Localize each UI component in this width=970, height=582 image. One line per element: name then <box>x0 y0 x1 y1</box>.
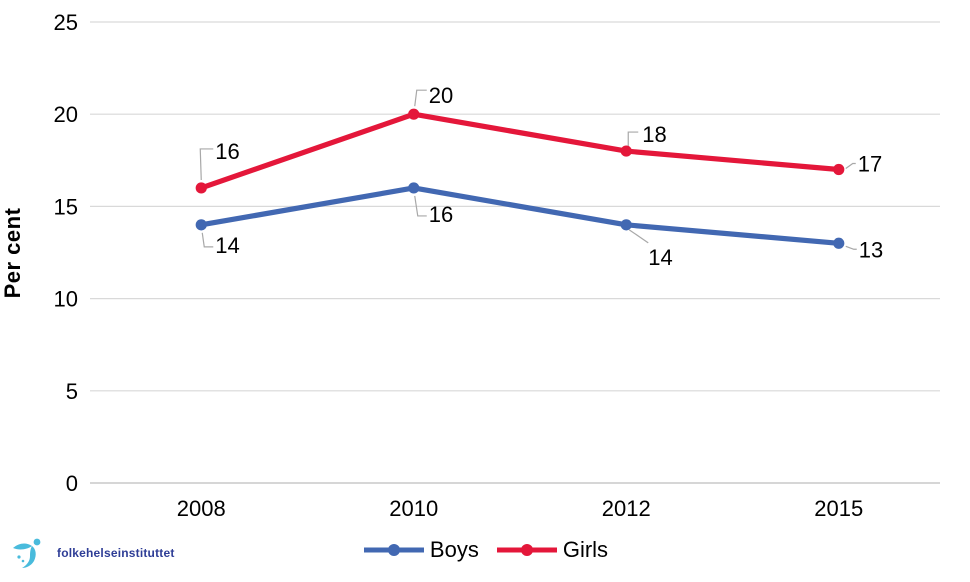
data-label-leader <box>845 245 857 250</box>
logo: folkehelseinstituttet <box>10 532 175 574</box>
x-tick-label: 2012 <box>602 496 651 521</box>
data-label: 16 <box>215 139 239 164</box>
legend-item-boys: Boys <box>362 537 479 563</box>
line-chart: 0 5 10 15 20 25 2008 2010 2012 2015 14 16 14 13 16 20 18… <box>54 10 940 521</box>
legend: Boys Girls <box>0 537 970 563</box>
y-tick-label: 10 <box>54 287 78 312</box>
data-point-boys-2008 <box>195 219 207 231</box>
data-label-leader <box>199 148 214 180</box>
legend-line-marker-girls <box>496 544 557 556</box>
data-label: 20 <box>429 83 453 108</box>
series-line-girls <box>198 111 842 191</box>
data-label-leader <box>201 232 214 248</box>
data-point-girls-2015 <box>833 163 845 176</box>
data-label: 18 <box>642 122 666 147</box>
legend-item-girls: Girls <box>495 537 608 563</box>
data-point-boys-2010 <box>408 182 420 194</box>
y-tick-label: 0 <box>66 471 78 496</box>
y-tick-label: 15 <box>54 194 78 219</box>
data-label-leader <box>628 229 649 244</box>
data-label: 17 <box>858 152 882 177</box>
data-label-leader <box>414 89 427 107</box>
x-tick-label: 2010 <box>389 496 438 521</box>
logo-text: folkehelseinstituttet <box>57 546 175 560</box>
y-tick-label: 20 <box>54 102 78 127</box>
data-point-girls-2010 <box>408 108 420 120</box>
data-label: 14 <box>215 233 239 258</box>
x-tick-label: 2008 <box>177 496 226 521</box>
data-label: 13 <box>859 237 883 262</box>
data-label-leader <box>845 162 856 170</box>
data-point-girls-2008 <box>195 182 207 194</box>
legend-label-boys: Boys <box>429 537 479 562</box>
data-label-leader <box>627 131 639 147</box>
data-point-girls-2012 <box>620 145 632 157</box>
data-point-boys-2015 <box>833 237 845 249</box>
legend-label-girls: Girls <box>562 537 609 562</box>
y-axis-title: Per cent <box>0 207 25 299</box>
x-tick-label: 2015 <box>814 496 863 521</box>
data-label: 14 <box>648 245 672 270</box>
y-tick-label: 25 <box>54 10 78 35</box>
data-point-boys-2012 <box>620 219 632 231</box>
data-label-leader <box>414 195 427 217</box>
data-label: 16 <box>429 202 453 227</box>
legend-line-marker-boys <box>363 544 424 556</box>
y-tick-label: 5 <box>66 379 78 404</box>
folkehelseinstituttet-bird-icon <box>13 538 41 568</box>
series-line-boys <box>198 185 842 246</box>
